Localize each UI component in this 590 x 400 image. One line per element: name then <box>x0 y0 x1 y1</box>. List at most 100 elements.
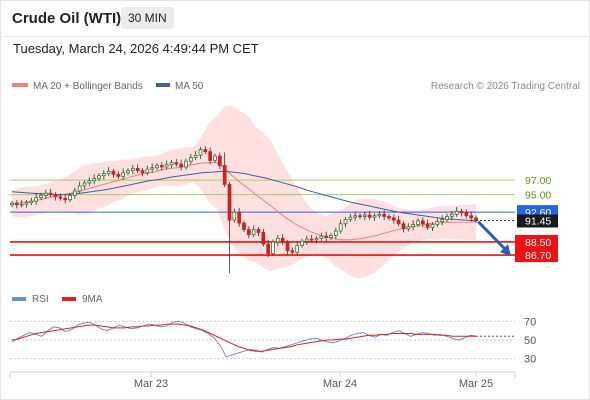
candle-body <box>87 180 92 184</box>
candle <box>126 168 130 176</box>
projection-arrow-head <box>500 244 511 257</box>
chart-datetime: Tuesday, March 24, 2026 4:49:44 PM CET <box>13 41 259 56</box>
candle-body <box>53 194 58 198</box>
projection-arrow-shaft <box>477 220 508 252</box>
candle-body <box>232 211 237 221</box>
candle <box>82 180 87 190</box>
timeframe-button[interactable]: 30 MIN <box>121 7 174 29</box>
candle-body <box>97 175 101 180</box>
candle <box>63 193 68 204</box>
x-tick-label: Mar 25 <box>459 378 493 390</box>
candle-body <box>68 194 72 201</box>
rsi-ma-line <box>11 323 476 352</box>
candle <box>300 238 304 249</box>
candle-body <box>106 170 111 174</box>
candle <box>24 200 29 208</box>
support-label: 88.50 <box>525 237 551 249</box>
candle <box>372 213 377 221</box>
candle-body <box>391 217 396 221</box>
candle-body <box>449 213 454 217</box>
candle <box>401 221 406 233</box>
candle-body <box>227 184 232 221</box>
candle <box>213 153 217 163</box>
candle <box>169 160 174 169</box>
candle <box>348 213 353 222</box>
candle-body <box>343 218 348 225</box>
candle-body <box>338 223 343 232</box>
candle-body <box>19 203 24 206</box>
candle-body <box>445 216 449 220</box>
candle <box>116 170 121 179</box>
candle-body <box>459 210 464 214</box>
candle-body <box>43 192 48 196</box>
candle-body <box>469 215 474 219</box>
candle <box>353 211 358 221</box>
candle <box>367 210 372 220</box>
candle-body <box>193 154 198 158</box>
candle-body <box>416 220 420 225</box>
candle <box>314 235 319 244</box>
rsi-legend-swatch <box>12 297 26 301</box>
candle <box>304 235 309 245</box>
candle <box>155 162 159 171</box>
candle-body <box>280 237 285 244</box>
candle <box>179 159 184 171</box>
candle-body <box>14 202 19 206</box>
candle <box>198 146 203 159</box>
candle-body <box>382 213 387 217</box>
candle-body <box>82 182 87 187</box>
rsi-tick-label: 50 <box>524 335 536 347</box>
candle <box>101 170 106 180</box>
candle-body <box>430 224 435 228</box>
candle-body <box>420 220 425 225</box>
candle-body <box>372 215 377 218</box>
candle <box>425 219 430 230</box>
candle-body <box>188 157 193 162</box>
candle-body <box>126 170 130 174</box>
x-tick-label: Mar 23 <box>134 378 168 390</box>
candle <box>174 159 179 167</box>
candle <box>251 225 256 238</box>
ma20-line <box>11 162 477 241</box>
candle-body <box>155 165 159 169</box>
last-price-label: 91.45 <box>525 215 551 227</box>
candle <box>121 168 126 181</box>
candle-body <box>116 173 121 177</box>
candle <box>159 162 164 171</box>
rsi-plot: 70 50 30 <box>10 316 536 366</box>
candle-body <box>454 210 459 215</box>
candle-body <box>150 167 155 170</box>
candle <box>440 215 445 226</box>
candle-body <box>72 190 77 196</box>
candle-body <box>333 230 338 236</box>
candle <box>10 200 14 208</box>
candle <box>232 208 237 223</box>
resistance-label: 95.00 <box>525 190 551 202</box>
candle-body <box>217 155 222 166</box>
candle <box>43 189 48 200</box>
candle <box>333 227 338 240</box>
candle-body <box>242 222 246 230</box>
candle <box>396 215 401 227</box>
candle <box>193 151 198 161</box>
candle <box>164 160 169 170</box>
candle-body <box>39 194 43 198</box>
support-label: 86.70 <box>525 250 551 262</box>
candle-body <box>145 168 150 174</box>
candle-body <box>401 223 406 230</box>
candle-body <box>285 242 290 252</box>
ma50-line <box>11 170 477 222</box>
candle-body <box>203 149 208 153</box>
candle-body <box>169 162 174 166</box>
candle-body <box>300 240 304 246</box>
candle <box>256 227 261 237</box>
candle <box>406 223 411 232</box>
instrument-title: Crude Oil (WTI) <box>12 10 122 27</box>
candle-body <box>314 237 319 241</box>
candle-body <box>266 243 271 255</box>
candle-body <box>304 238 309 242</box>
rsi-legend-label: RSI <box>32 294 49 305</box>
candle-body <box>348 216 353 220</box>
candle <box>290 247 295 255</box>
